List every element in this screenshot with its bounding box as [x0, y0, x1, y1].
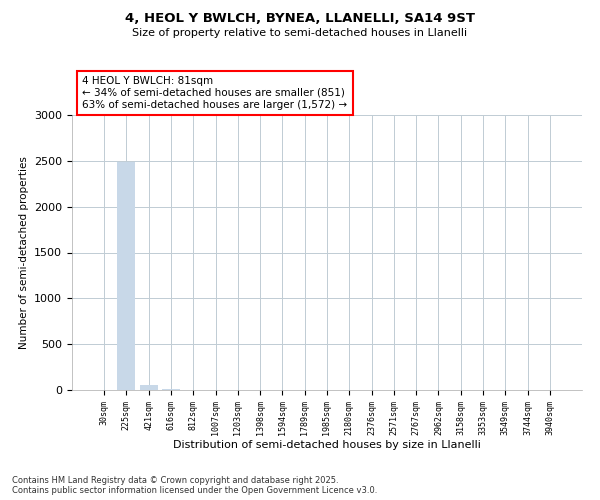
Bar — [162, 388, 180, 390]
Y-axis label: Number of semi-detached properties: Number of semi-detached properties — [19, 156, 29, 349]
Bar — [118, 162, 136, 390]
Text: 4, HEOL Y BWLCH, BYNEA, LLANELLI, SA14 9ST: 4, HEOL Y BWLCH, BYNEA, LLANELLI, SA14 9… — [125, 12, 475, 26]
Text: Contains HM Land Registry data © Crown copyright and database right 2025.
Contai: Contains HM Land Registry data © Crown c… — [12, 476, 377, 495]
Bar — [140, 385, 158, 390]
Text: 4 HEOL Y BWLCH: 81sqm
← 34% of semi-detached houses are smaller (851)
63% of sem: 4 HEOL Y BWLCH: 81sqm ← 34% of semi-deta… — [82, 76, 347, 110]
X-axis label: Distribution of semi-detached houses by size in Llanelli: Distribution of semi-detached houses by … — [173, 440, 481, 450]
Text: Size of property relative to semi-detached houses in Llanelli: Size of property relative to semi-detach… — [133, 28, 467, 38]
